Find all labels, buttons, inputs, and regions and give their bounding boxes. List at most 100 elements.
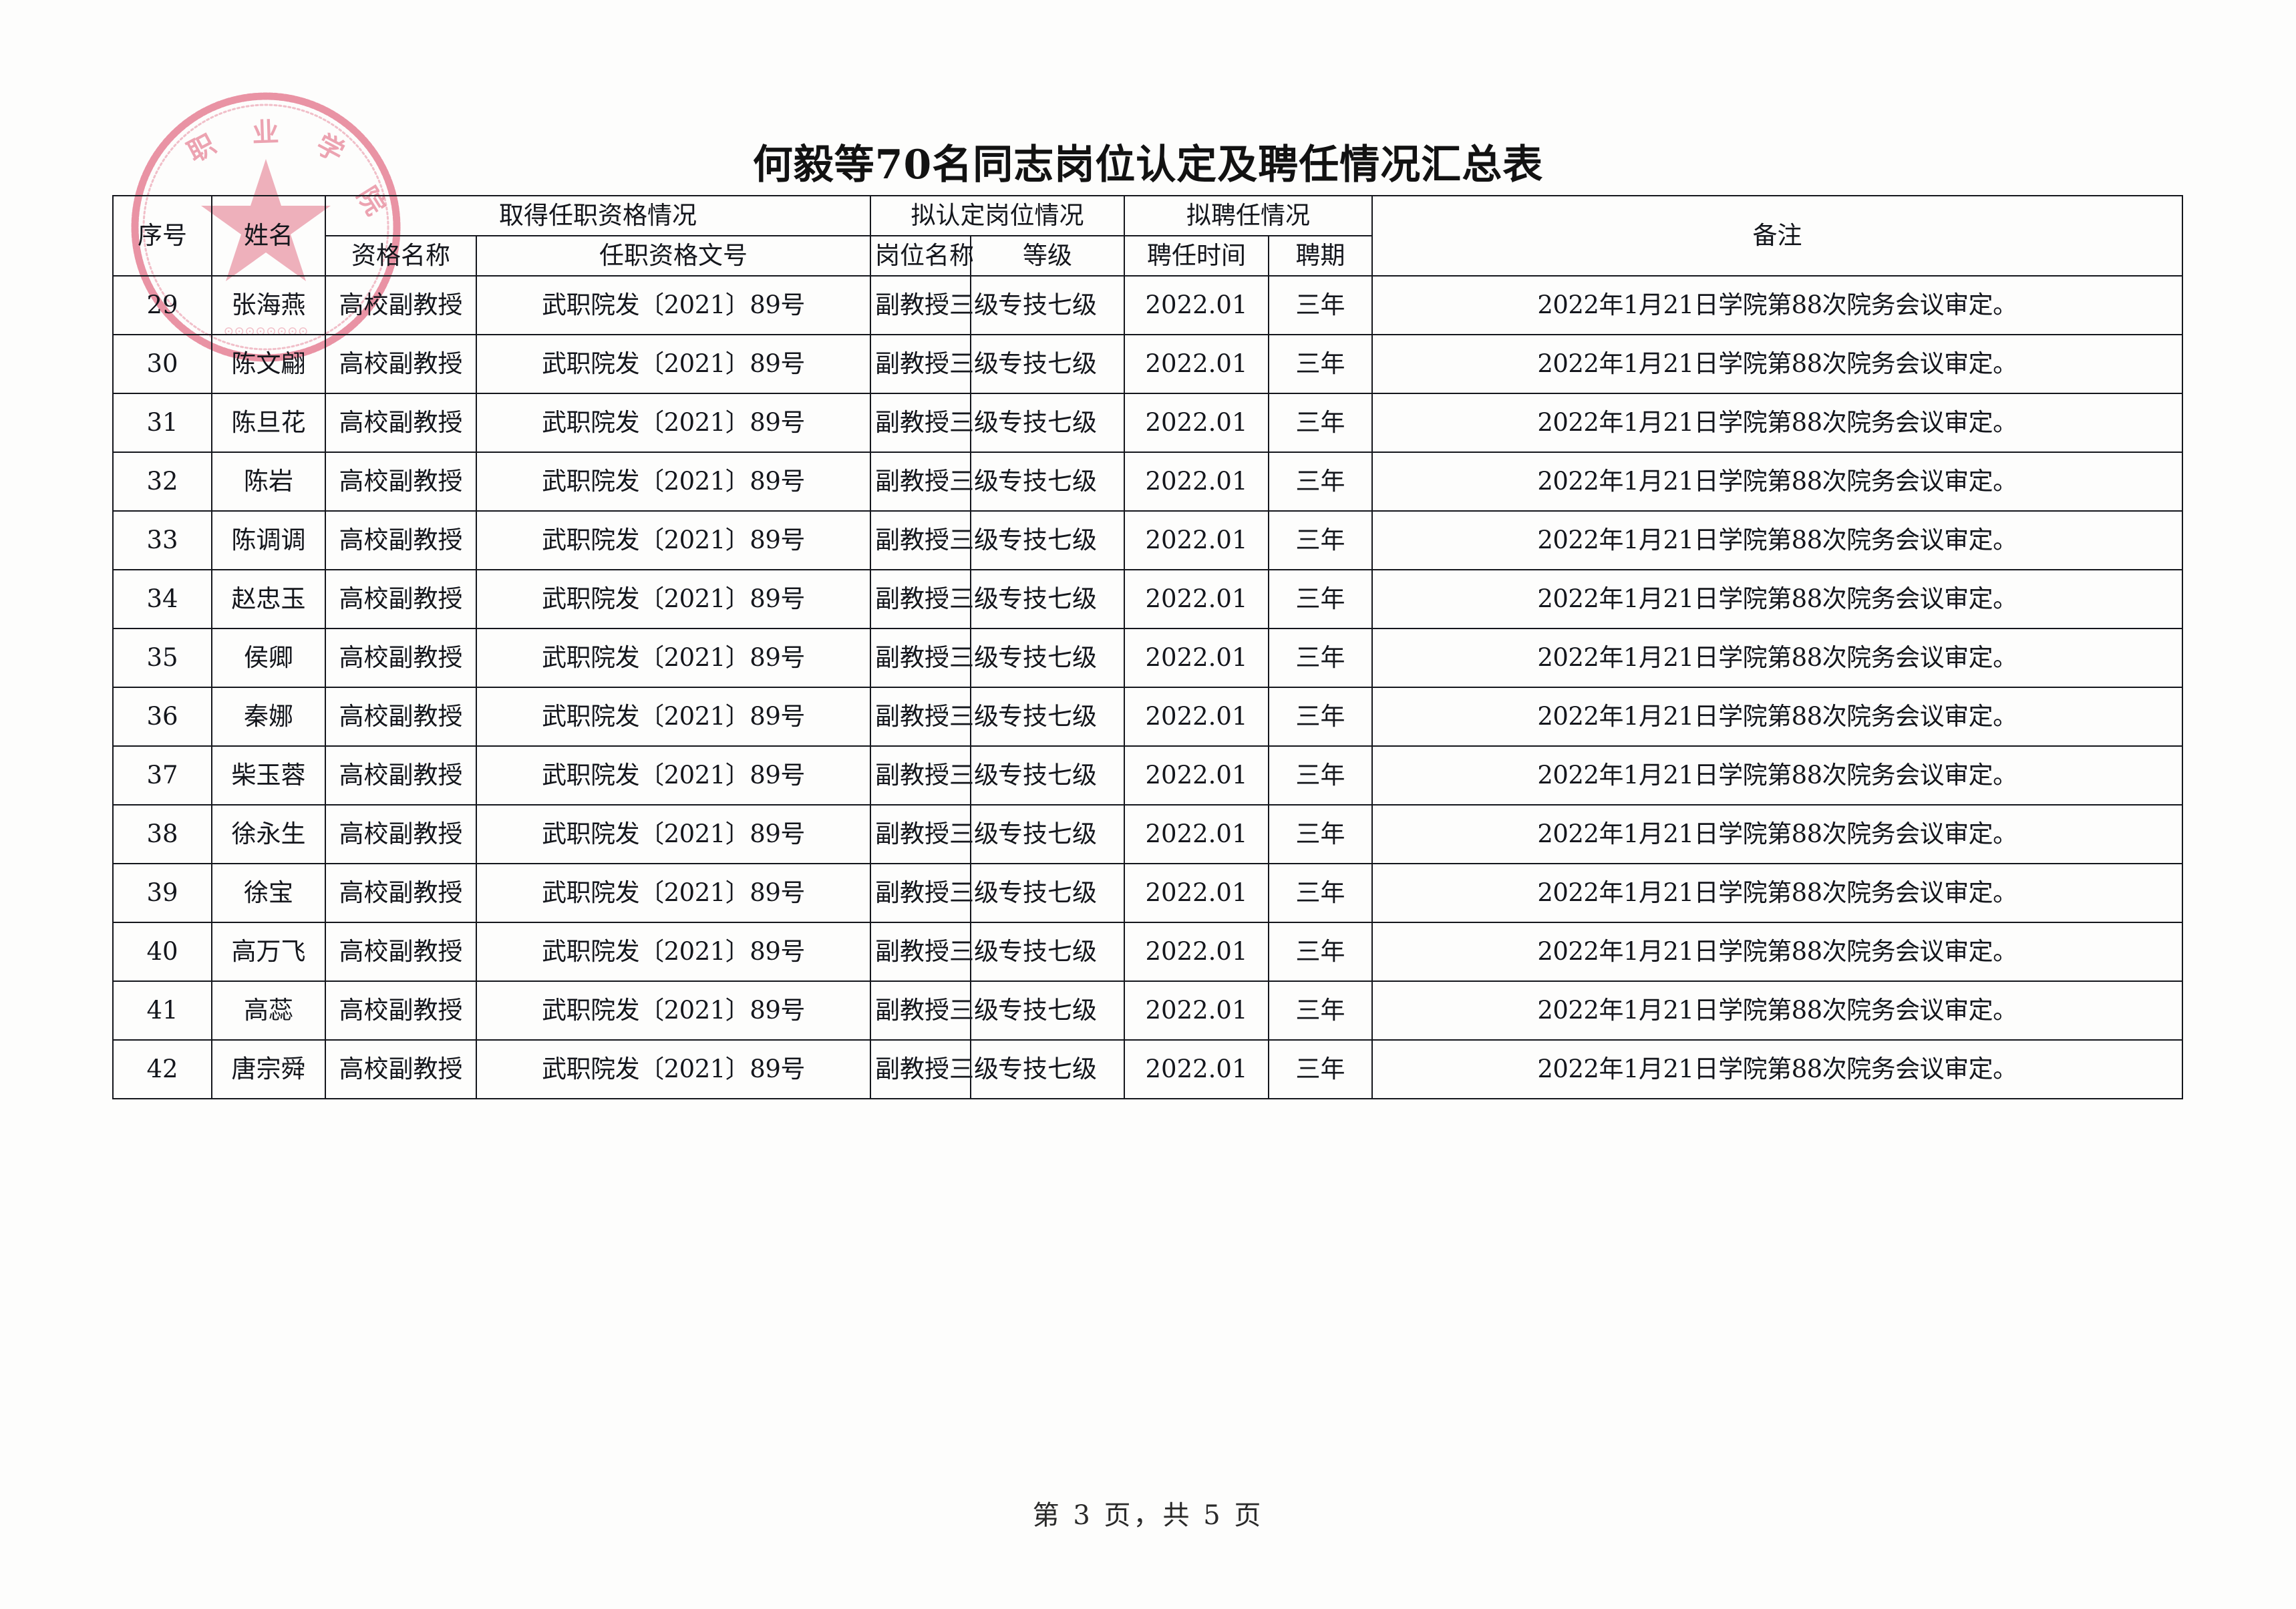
cell-doc: 武职院发〔2021〕89号: [476, 745, 871, 806]
cell-term: 三年: [1268, 569, 1373, 629]
th-group-appointment: 拟聘任情况: [1124, 195, 1373, 236]
th-remark: 备注: [1371, 195, 2183, 277]
cell-qual: 高校副教授: [325, 804, 477, 864]
table-row: 33 陈调调 高校副教授 武职院发〔2021〕89号 副教授三级 专技七级 2022.01 三…: [112, 510, 2183, 570]
cell-level: 专技七级: [970, 804, 1125, 864]
cell-term: 三年: [1268, 804, 1373, 864]
cell-time: 2022.01: [1124, 922, 1269, 982]
cell-doc: 武职院发〔2021〕89号: [476, 628, 871, 688]
cell-seq: 41: [112, 980, 212, 1041]
th-position-name: 岗位名称: [870, 235, 974, 277]
cell-post: 副教授三级: [870, 569, 999, 629]
cell-level: 专技七级: [970, 745, 1125, 806]
table-row: 38 徐永生 高校副教授 武职院发〔2021〕89号 副教授三级 专技七级 2022.01 三…: [112, 804, 2183, 864]
cell-doc: 武职院发〔2021〕89号: [476, 510, 871, 570]
table-row: 30 陈文翩 高校副教授 武职院发〔2021〕89号 副教授三级 专技七级 2022.01 三…: [112, 334, 2183, 394]
cell-doc: 武职院发〔2021〕89号: [476, 1039, 871, 1099]
cell-name: 陈调调: [211, 510, 326, 570]
cell-doc: 武职院发〔2021〕89号: [476, 452, 871, 512]
cell-time: 2022.01: [1124, 569, 1269, 629]
cell-term: 三年: [1268, 452, 1373, 512]
table-row: 29 张海燕 高校副教授 武职院发〔2021〕89号 副教授三级 专技七级 2022.01 三…: [112, 275, 2183, 335]
table-row: 36 秦娜 高校副教授 武职院发〔2021〕89号 副教授三级 专技七级 2022.01 三年…: [112, 687, 2183, 747]
table-row: 40 高万飞 高校副教授 武职院发〔2021〕89号 副教授三级 专技七级 2022.01 三…: [112, 922, 2183, 982]
cell-seq: 33: [112, 510, 212, 570]
cell-remark: 2022年1月21日学院第88次院务会议审定。: [1371, 687, 2183, 747]
cell-level: 专技七级: [970, 1039, 1125, 1099]
cell-qual: 高校副教授: [325, 922, 477, 982]
cell-remark: 2022年1月21日学院第88次院务会议审定。: [1371, 863, 2183, 923]
cell-seq: 29: [112, 275, 212, 335]
cell-term: 三年: [1268, 334, 1373, 394]
cell-term: 三年: [1268, 922, 1373, 982]
cell-name: 陈岩: [211, 452, 326, 512]
cell-time: 2022.01: [1124, 510, 1269, 570]
cell-qual: 高校副教授: [325, 687, 477, 747]
cell-qual: 高校副教授: [325, 452, 477, 512]
cell-time: 2022.01: [1124, 1039, 1269, 1099]
th-group-position: 拟认定岗位情况: [870, 195, 1125, 236]
cell-name: 高蕊: [211, 980, 326, 1041]
cell-doc: 武职院发〔2021〕89号: [476, 334, 871, 394]
cell-term: 三年: [1268, 1039, 1373, 1099]
cell-doc: 武职院发〔2021〕89号: [476, 922, 871, 982]
cell-qual: 高校副教授: [325, 980, 477, 1041]
cell-name: 张海燕: [211, 275, 326, 335]
th-name: 姓名: [211, 195, 326, 277]
th-appointment-term: 聘期: [1268, 235, 1373, 277]
cell-post: 副教授三级: [870, 980, 999, 1041]
cell-name: 高万飞: [211, 922, 326, 982]
cell-remark: 2022年1月21日学院第88次院务会议审定。: [1371, 452, 2183, 512]
cell-name: 秦娜: [211, 687, 326, 747]
cell-term: 三年: [1268, 745, 1373, 806]
cell-doc: 武职院发〔2021〕89号: [476, 569, 871, 629]
cell-seq: 39: [112, 863, 212, 923]
cell-seq: 36: [112, 687, 212, 747]
cell-level: 专技七级: [970, 569, 1125, 629]
page-title: 何毅等70名同志岗位认定及聘任情况汇总表: [752, 142, 1544, 189]
cell-qual: 高校副教授: [325, 334, 477, 394]
th-seq: 序号: [112, 195, 212, 277]
table-row: 31 陈旦花 高校副教授 武职院发〔2021〕89号 副教授三级 专技七级 2022.01 三…: [112, 393, 2183, 453]
table-row: 41 高蕊 高校副教授 武职院发〔2021〕89号 副教授三级 专技七级 2022.01 三年…: [112, 980, 2183, 1041]
cell-name: 唐宗舜: [211, 1039, 326, 1099]
th-qualification-name: 资格名称: [325, 235, 477, 277]
table-header-row-bottom: 资格名称 任职资格文号 岗位名称 等级 聘任时间 聘期: [113, 235, 2182, 277]
cell-remark: 2022年1月21日学院第88次院务会议审定。: [1371, 980, 2183, 1041]
cell-level: 专技七级: [970, 275, 1125, 335]
cell-term: 三年: [1268, 980, 1373, 1041]
cell-term: 三年: [1268, 510, 1373, 570]
cell-time: 2022.01: [1124, 745, 1269, 806]
cell-qual: 高校副教授: [325, 1039, 477, 1099]
cell-post: 副教授三级: [870, 393, 999, 453]
cell-post: 副教授三级: [870, 804, 999, 864]
table-row: 35 侯卿 高校副教授 武职院发〔2021〕89号 副教授三级 专技七级 2022.01 三年…: [112, 628, 2183, 688]
cell-qual: 高校副教授: [325, 393, 477, 453]
cell-post: 副教授三级: [870, 1039, 999, 1099]
th-appointment-time: 聘任时间: [1124, 235, 1269, 277]
cell-post: 副教授三级: [870, 275, 999, 335]
cell-remark: 2022年1月21日学院第88次院务会议审定。: [1371, 334, 2183, 394]
th-qualification-doc: 任职资格文号: [476, 235, 871, 277]
cell-time: 2022.01: [1124, 628, 1269, 688]
cell-remark: 2022年1月21日学院第88次院务会议审定。: [1371, 628, 2183, 688]
cell-post: 副教授三级: [870, 628, 999, 688]
cell-seq: 34: [112, 569, 212, 629]
cell-name: 赵忠玉: [211, 569, 326, 629]
cell-remark: 2022年1月21日学院第88次院务会议审定。: [1371, 275, 2183, 335]
cell-time: 2022.01: [1124, 275, 1269, 335]
table-row: 32 陈岩 高校副教授 武职院发〔2021〕89号 副教授三级 专技七级 2022.01 三年…: [112, 452, 2183, 512]
cell-term: 三年: [1268, 393, 1373, 453]
cell-name: 陈文翩: [211, 334, 326, 394]
cell-time: 2022.01: [1124, 863, 1269, 923]
th-group-qualification: 取得任职资格情况: [325, 195, 871, 236]
page-number-footer: 第 3 页，共 5 页: [1032, 1500, 1264, 1531]
cell-doc: 武职院发〔2021〕89号: [476, 687, 871, 747]
cell-seq: 30: [112, 334, 212, 394]
cell-remark: 2022年1月21日学院第88次院务会议审定。: [1371, 1039, 2183, 1099]
cell-qual: 高校副教授: [325, 569, 477, 629]
cell-doc: 武职院发〔2021〕89号: [476, 980, 871, 1041]
cell-term: 三年: [1268, 863, 1373, 923]
cell-level: 专技七级: [970, 922, 1125, 982]
cell-name: 柴玉蓉: [211, 745, 326, 806]
